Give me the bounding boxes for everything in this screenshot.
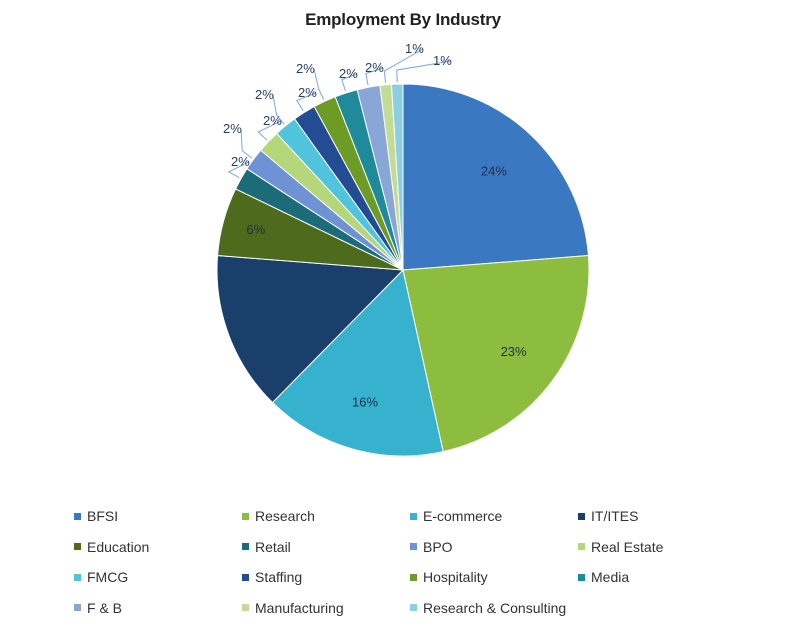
slice-value-label-media: 2% bbox=[339, 66, 358, 81]
slice-value-label-hospitality: 2% bbox=[296, 61, 315, 76]
legend-label: FMCG bbox=[87, 569, 129, 585]
legend-label: Media bbox=[591, 569, 630, 585]
slice-value-label-f-b: 2% bbox=[365, 60, 384, 75]
legend-item-research: Research bbox=[242, 508, 315, 524]
legend-label: E-commerce bbox=[423, 508, 503, 524]
legend-swatch bbox=[74, 512, 81, 520]
legend-item-retail: Retail bbox=[242, 539, 291, 555]
legend-label: Manufacturing bbox=[255, 599, 344, 616]
legend-item-fmcg: FMCG bbox=[74, 569, 128, 585]
legend-item-real-estate: Real Estate bbox=[578, 539, 663, 555]
legend-item-research-consulting: Research & Consulting bbox=[410, 600, 566, 616]
pie-slice-e-commerce bbox=[271, 268, 444, 457]
slice-value-label-research-consulting: 1% bbox=[433, 53, 452, 68]
slice-value-label-bpo: 2% bbox=[223, 121, 242, 136]
pie-slice-bfsi bbox=[402, 83, 589, 271]
legend-label: Education bbox=[87, 538, 150, 555]
leader-line-media bbox=[341, 73, 358, 92]
legend-item-f-b: F & B bbox=[74, 600, 122, 616]
pie-chart: 24% 23% 16% 6% 2% 2% 2% 2% 2% 2% 2% 2% 1% 1% bbox=[216, 41, 590, 457]
legend-swatch bbox=[242, 604, 249, 611]
leader-line-fmcg bbox=[272, 94, 285, 125]
legend-item-education: Education bbox=[74, 539, 149, 555]
slice-value-label-manufacturing: 1% bbox=[405, 41, 424, 56]
legend-swatch bbox=[578, 543, 585, 550]
legend-swatch bbox=[242, 543, 249, 550]
legend-swatch bbox=[74, 604, 81, 611]
slice-value-label-bfsi: 24% bbox=[481, 164, 507, 179]
pie-slice-research-consulting bbox=[390, 83, 404, 271]
legend-swatch bbox=[410, 512, 417, 520]
legend-label: F & B bbox=[87, 599, 123, 616]
leader-line-f-b bbox=[365, 67, 384, 86]
legend-label: BFSI bbox=[87, 508, 119, 524]
legend-swatch bbox=[242, 512, 249, 520]
leader-line-manufacturing bbox=[383, 48, 424, 83]
legend-swatch bbox=[578, 512, 585, 520]
legend-swatch bbox=[410, 604, 417, 611]
pie-slice-it-ites bbox=[216, 255, 405, 404]
legend-swatch bbox=[242, 573, 249, 581]
legend-item-it-ites: IT/ITES bbox=[578, 508, 638, 524]
legend-swatch bbox=[410, 573, 417, 581]
legend-item-bpo: BPO bbox=[410, 539, 453, 555]
legend-item-staffing: Staffing bbox=[242, 569, 302, 585]
legend-item-bfsi: BFSI bbox=[74, 508, 118, 524]
leader-line-hospitality bbox=[313, 68, 325, 100]
legend-label: Research & Consulting bbox=[423, 599, 567, 616]
leader-line-research-consulting bbox=[396, 60, 452, 83]
legend-label: BPO bbox=[423, 538, 453, 555]
leader-line-staffing bbox=[296, 92, 317, 111]
slice-value-label-research: 23% bbox=[501, 344, 527, 359]
legend-label: IT/ITES bbox=[591, 508, 639, 524]
legend-swatch bbox=[74, 573, 81, 581]
slice-value-label-retail: 2% bbox=[231, 154, 250, 169]
legend-label: Retail bbox=[255, 538, 291, 555]
slice-value-label-e-commerce: 16% bbox=[352, 394, 378, 409]
legend-item-manufacturing: Manufacturing bbox=[242, 600, 344, 616]
slice-value-label-fmcg: 2% bbox=[255, 87, 274, 102]
legend-swatch bbox=[578, 573, 585, 581]
pie-slice-research bbox=[402, 255, 590, 453]
legend-item-e-commerce: E-commerce bbox=[410, 508, 502, 524]
slice-value-label-education: 6% bbox=[246, 222, 265, 237]
legend-swatch bbox=[74, 543, 81, 550]
legend-swatch bbox=[410, 543, 417, 550]
legend-label: Staffing bbox=[255, 569, 303, 585]
slice-value-label-real-estate: 2% bbox=[263, 113, 282, 128]
legend-item-hospitality: Hospitality bbox=[410, 569, 488, 585]
slice-value-label-staffing: 2% bbox=[298, 85, 317, 100]
legend-label: Hospitality bbox=[423, 569, 488, 585]
legend-label: Real Estate bbox=[591, 538, 664, 555]
leader-line-bpo bbox=[240, 128, 253, 159]
leader-line-real-estate bbox=[257, 120, 282, 141]
legend-label: Research bbox=[255, 508, 315, 524]
chart-title: Employment By Industry bbox=[305, 10, 501, 29]
leader-line-retail bbox=[227, 161, 250, 179]
legend-item-media: Media bbox=[578, 569, 629, 585]
